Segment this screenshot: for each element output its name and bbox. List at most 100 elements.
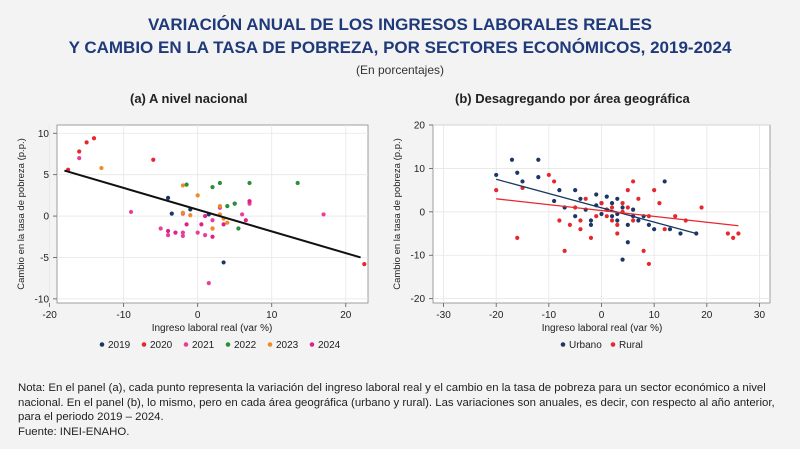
data-point-rural: [625, 205, 630, 210]
data-point-2024: [165, 228, 171, 234]
data-point-2023: [99, 165, 104, 171]
data-point-urbano: [509, 157, 515, 162]
data-point-2024: [243, 218, 248, 223]
data-point-2023: [180, 210, 185, 215]
data-point-2019: [169, 211, 174, 216]
data-point-urbano: [636, 218, 641, 223]
data-point-rural: [557, 218, 562, 223]
legend-label: 2024: [318, 340, 341, 351]
chart-title-line2: Y CAMBIO EN LA TASA DE POBREZA, POR SECT…: [68, 38, 732, 57]
data-point-2022: [236, 226, 241, 231]
data-point-2022: [210, 184, 215, 190]
data-point-2022: [247, 180, 252, 186]
footnote-text: Nota: En el panel (a), cada punto repres…: [18, 382, 775, 423]
data-point-2021: [210, 218, 215, 223]
legend-label: Rural: [619, 340, 643, 351]
data-point-2024: [202, 213, 208, 219]
y-tick-label: 0: [43, 212, 49, 223]
data-point-rural: [736, 231, 741, 236]
data-point-2023: [180, 183, 185, 188]
data-point-rural: [615, 222, 620, 227]
data-point-2023: [225, 220, 230, 225]
data-point-urbano: [599, 211, 604, 217]
data-point-rural: [609, 205, 615, 210]
legend-marker-2022: [225, 342, 231, 347]
x-tick-label: 20: [701, 310, 713, 321]
data-point-rural: [552, 179, 557, 184]
trend-line: [64, 169, 361, 259]
legend-marker-2019: [99, 342, 105, 347]
data-point-2020: [362, 261, 367, 267]
x-axis-label: Ingreso laboral real (var %): [542, 323, 663, 334]
data-point-2021: [180, 233, 185, 239]
data-point-urbano: [652, 227, 657, 232]
x-tick-label: 0: [599, 310, 605, 321]
data-point-rural: [578, 227, 583, 232]
data-point-rural: [657, 201, 662, 206]
y-axis-label: Cambio en la tasa de pobreza (p.p.): [392, 138, 403, 290]
data-point-rural: [630, 218, 636, 223]
data-point-2021: [165, 233, 171, 238]
data-point-urbano: [557, 188, 562, 193]
data-point-2020: [77, 149, 82, 154]
data-point-rural: [625, 188, 630, 193]
data-point-rural: [673, 214, 678, 219]
data-point-2022: [232, 201, 237, 206]
data-point-2022: [217, 180, 223, 186]
data-point-rural: [562, 248, 567, 254]
x-tick-label: -20: [489, 310, 504, 321]
data-point-urbano: [646, 222, 651, 227]
data-point-rural: [620, 201, 625, 206]
x-tick-label: 0: [195, 310, 201, 321]
data-point-urbano: [594, 192, 599, 197]
data-point-rural: [615, 231, 620, 236]
x-tick-label: 20: [340, 310, 352, 321]
data-point-2021: [206, 281, 211, 286]
data-point-2023: [188, 213, 193, 218]
data-point-2021: [158, 226, 163, 231]
data-point-rural: [699, 205, 704, 210]
data-point-rural: [583, 196, 588, 201]
data-point-rural: [630, 179, 636, 184]
data-point-urbano: [494, 172, 499, 178]
data-point-urbano: [620, 257, 625, 262]
x-tick-label: -30: [436, 310, 451, 321]
y-tick-label: 10: [414, 164, 426, 175]
data-point-urbano: [578, 196, 583, 201]
y-tick-label: -5: [40, 253, 49, 264]
data-point-rural: [494, 188, 499, 193]
trend-line-rural: [496, 198, 739, 227]
data-point-2022: [184, 182, 189, 187]
data-point-urbano: [620, 205, 625, 210]
chart-title-line1: VARIACIÓN ANUAL DE LOS INGRESOS LABORALE…: [147, 15, 653, 34]
legend-marker-rural: [610, 342, 616, 347]
x-tick-label: -10: [542, 310, 557, 321]
data-point-rural: [641, 248, 646, 254]
data-point-2024: [221, 222, 226, 227]
data-point-2022: [295, 180, 300, 186]
data-point-urbano: [573, 188, 578, 193]
y-tick-label: 10: [38, 129, 50, 140]
data-point-2024: [184, 222, 189, 227]
data-point-2023: [210, 226, 215, 231]
legend-marker-2023: [267, 342, 273, 347]
data-point-urbano: [662, 179, 667, 184]
legend-label: 2023: [276, 340, 299, 351]
data-point-rural: [588, 235, 594, 240]
y-tick-label: 5: [43, 170, 49, 181]
panel-a-title: (a) A nivel nacional: [130, 91, 248, 106]
data-point-urbano: [667, 227, 673, 232]
legend-marker-2020: [141, 342, 147, 347]
legend-marker-urbano: [560, 342, 566, 347]
data-point-2021: [240, 212, 245, 217]
legend-label: 2020: [150, 340, 173, 351]
y-tick-label: -10: [35, 294, 50, 305]
legend-marker-2024: [309, 342, 315, 347]
data-point-2024: [173, 230, 178, 235]
panel-b-title: (b) Desagregando por área geográfica: [455, 91, 690, 106]
data-point-rural: [594, 214, 599, 219]
data-point-2020: [84, 140, 89, 145]
data-point-2024: [199, 222, 204, 227]
data-point-rural: [646, 261, 651, 267]
footnote-source: Fuente: INEI-ENAHO.: [18, 425, 130, 438]
